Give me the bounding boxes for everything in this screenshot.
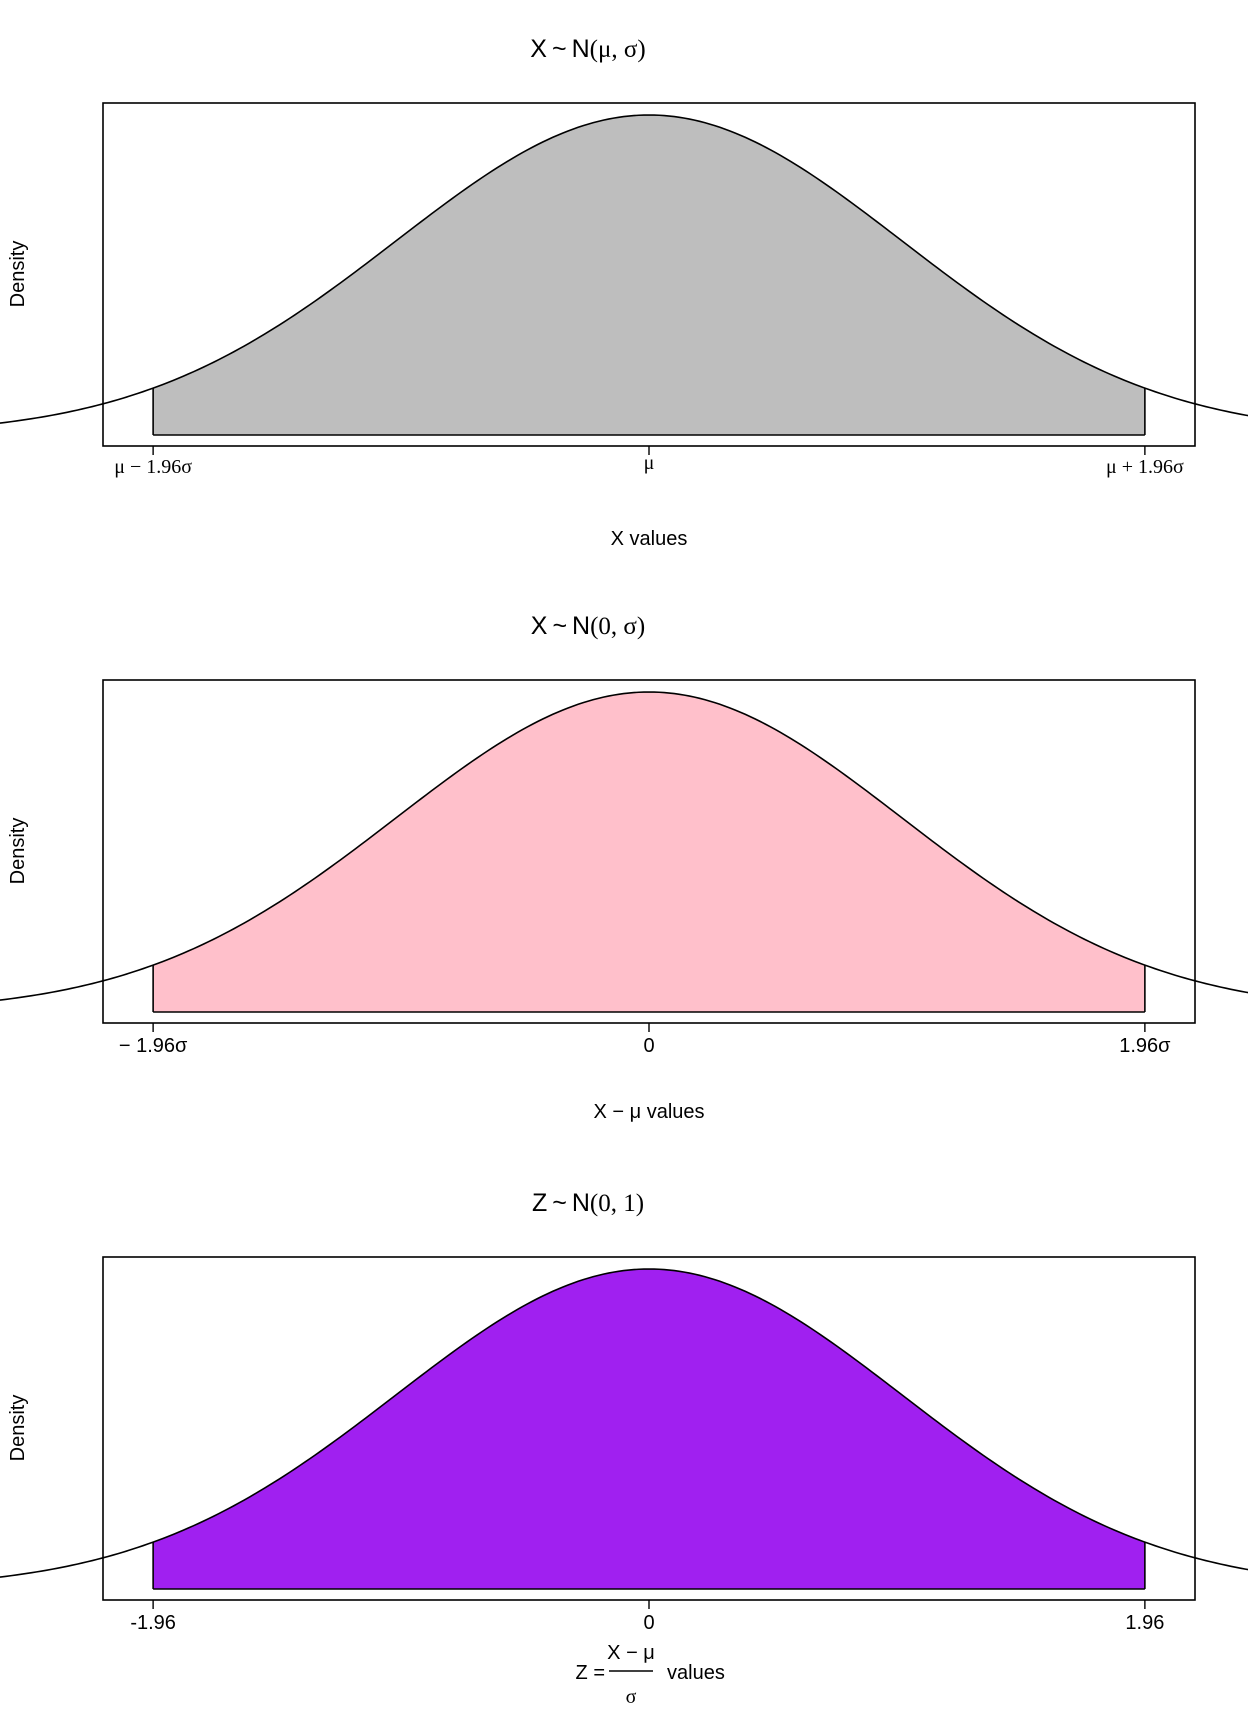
panel-3-ylabel: Density bbox=[7, 1395, 29, 1462]
panel-3-density-curve bbox=[0, 1268, 1248, 1578]
panel-3-xlabel-prefix: Z = bbox=[576, 1662, 605, 1684]
panel-1-shaded-area bbox=[153, 115, 1145, 435]
panel-3-tick-label-lower: -1.96 bbox=[130, 1612, 176, 1634]
panel-2-shaded-area bbox=[153, 692, 1145, 1012]
panel-2-tick-label-lower: − 1.96σ bbox=[119, 1035, 188, 1057]
panel-1: X ~ N(μ, σ) μ − 1.96σ μ μ + 1.96σ X values… bbox=[0, 35, 1248, 550]
panel-3-tick-label-center: 0 bbox=[643, 1612, 654, 1634]
panel-1-tick-label-center: μ bbox=[644, 452, 655, 474]
panel-3-xlabel-numerator: X − μ bbox=[607, 1642, 655, 1664]
panel-1-ylabel: Density bbox=[7, 241, 29, 308]
panel-3-title: Z ~ N(0, 1) bbox=[532, 1189, 644, 1217]
panel-2-tick-label-upper: 1.96σ bbox=[1119, 1035, 1171, 1057]
panel-2-xlabel: X − μ values bbox=[593, 1101, 704, 1123]
panel-1-tick-label-lower: μ − 1.96σ bbox=[114, 456, 192, 478]
panel-1-density-curve bbox=[0, 114, 1248, 424]
panel-2-title: X ~ N(0, σ) bbox=[531, 612, 646, 640]
panel-1-title: X ~ N(μ, σ) bbox=[530, 35, 645, 63]
panel-3-shaded-area bbox=[153, 1269, 1145, 1589]
panel-2-ylabel: Density bbox=[7, 818, 29, 885]
panel-3-xlabel: Z = X − μ σ values bbox=[576, 1642, 725, 1708]
panel-1-tick-label-upper: μ + 1.96σ bbox=[1106, 456, 1184, 478]
panel-3-tick-label-upper: 1.96 bbox=[1125, 1612, 1164, 1634]
panel-2-density-curve bbox=[0, 691, 1248, 1001]
panel-2-tick-label-center: 0 bbox=[643, 1035, 654, 1057]
panel-2: X ~ N(0, σ) − 1.96σ 0 1.96σ X − μ values D… bbox=[0, 612, 1248, 1123]
panel-3: Z ~ N(0, 1) -1.96 0 1.96 Z = X − μ σ value… bbox=[0, 1189, 1248, 1708]
panel-3-xlabel-denominator: σ bbox=[626, 1686, 637, 1708]
panel-1-xlabel: X values bbox=[611, 528, 688, 550]
panel-3-xlabel-suffix: values bbox=[667, 1662, 725, 1684]
